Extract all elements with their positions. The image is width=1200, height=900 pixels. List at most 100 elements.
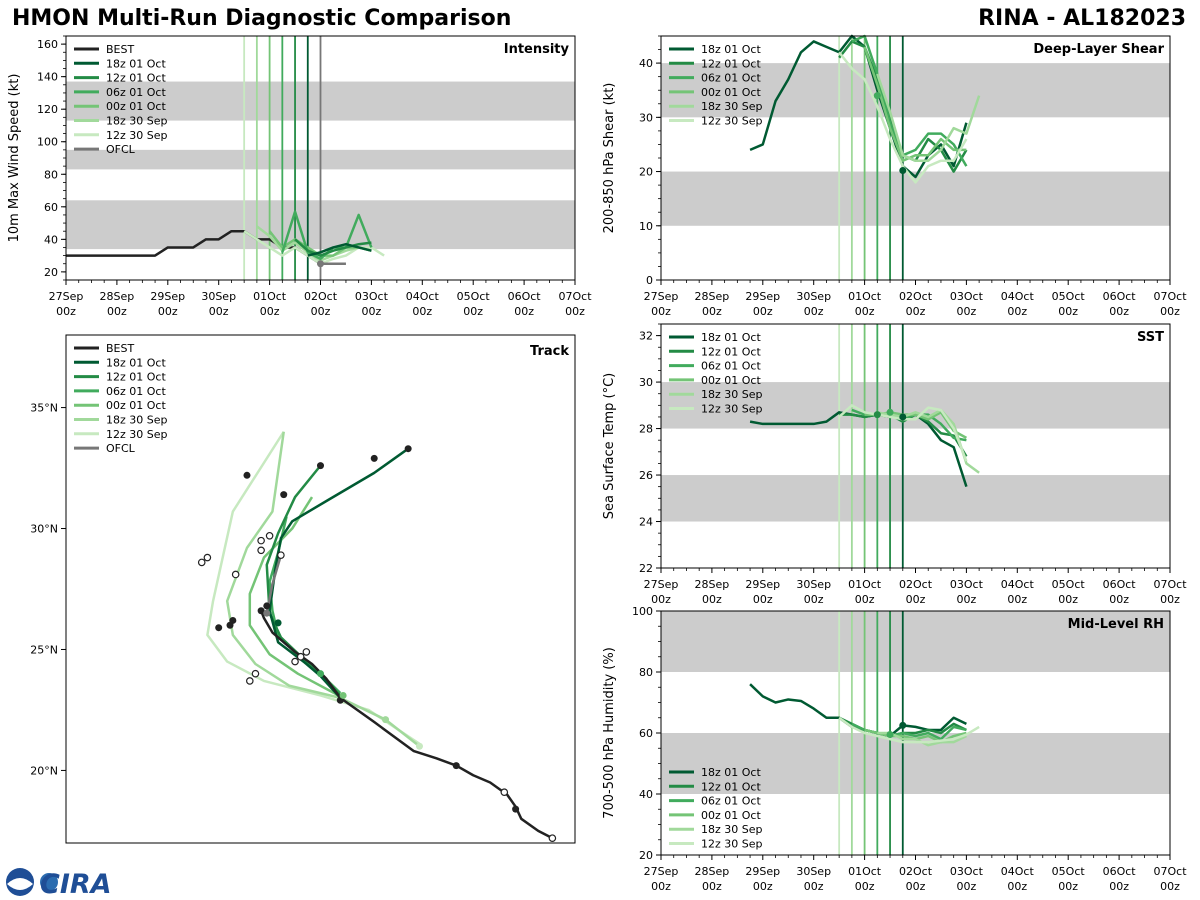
x-tick-label-hour: 00z [804, 305, 824, 318]
series-marker-06z-01-oct [886, 731, 894, 739]
legend-label-06z-01-oct: 06z 01 Oct [106, 385, 166, 398]
x-tick-label-hour: 00z [1109, 880, 1129, 893]
track-open-point [302, 648, 311, 656]
y-axis-label: 700-500 hPa Humidity (%) [602, 647, 617, 819]
x-tick-label-hour: 00z [753, 880, 773, 893]
track-point-best [512, 805, 520, 813]
track-open-point [231, 570, 240, 579]
x-tick-label-hour: 00z [1160, 593, 1180, 606]
y-tick-label: 24 [639, 516, 653, 529]
x-tick-label-hour: 00z [412, 305, 432, 318]
series-marker-18z-01-oct [899, 413, 907, 421]
x-tick-label-hour: 00z [56, 305, 76, 318]
y-axis-label: Sea Surface Temp (°C) [602, 373, 617, 520]
x-tick-label: 04Oct [1001, 290, 1035, 303]
series-line-12z-30-sep [838, 51, 968, 184]
x-tick-label-hour: 00z [957, 880, 977, 893]
legend-label-18z-30-sep: 18z 30 Sep [701, 388, 763, 401]
x-tick-label-hour: 00z [1007, 305, 1027, 318]
csu-globe-icon [40, 873, 58, 891]
track-point-06z-01-oct [317, 670, 324, 678]
x-tick-label-hour: 00z [906, 880, 926, 893]
series-line-18z-01-oct [307, 242, 372, 257]
legend-label-00z-01-oct: 00z 01 Oct [701, 374, 761, 387]
legend-label-best: BEST [106, 43, 134, 56]
x-tick-label: 05Oct [457, 290, 491, 303]
chart-title: HMON Multi-Run Diagnostic Comparison [12, 6, 512, 31]
legend-label-18z-01-oct: 18z 01 Oct [701, 331, 761, 344]
legend-label-00z-01-oct: 00z 01 Oct [106, 100, 166, 113]
x-tick-label-hour: 00z [702, 880, 722, 893]
map-background [66, 335, 575, 843]
y-tick-label: 0 [646, 274, 653, 287]
track-open-point [251, 669, 260, 678]
x-tick-label-hour: 00z [855, 593, 875, 606]
x-tick-label: 06Oct [1103, 865, 1137, 878]
series-marker-06z-01-oct [886, 408, 894, 416]
threshold-band [661, 475, 1170, 522]
x-tick-label: 01Oct [848, 865, 882, 878]
series-marker-12z-01-oct [873, 411, 881, 419]
x-tick-label-hour: 00z [804, 880, 824, 893]
x-tick-label-hour: 00z [753, 305, 773, 318]
x-tick-label-hour: 00z [1058, 305, 1078, 318]
threshold-band [661, 611, 1170, 672]
track-open-point [548, 834, 557, 842]
legend-label-18z-30-sep: 18z 30 Sep [701, 823, 763, 836]
panel-title: Track [530, 344, 569, 359]
x-tick-label: 29Sep [745, 578, 780, 591]
logo-text: CIRA [40, 869, 112, 900]
series-line-12z-30-sep [838, 716, 980, 744]
legend-label-12z-30-sep: 12z 30 Sep [106, 129, 168, 142]
legend-label-00z-01-oct: 00z 01 Oct [701, 809, 761, 822]
threshold-band [661, 171, 1170, 226]
intensity-panel: 20 40 60 80 100 120 140 160 27Sep 00z 28Sep 00z 29Se… [7, 35, 592, 318]
x-tick-label: 30Sep [796, 290, 831, 303]
track-open-point [265, 531, 274, 540]
y-tick-label: 100 [37, 136, 58, 149]
track-point-best [263, 602, 271, 610]
track-line-18z-30-sep [225, 431, 421, 748]
y-tick-label: 160 [37, 38, 58, 51]
legend-label-best: BEST [106, 342, 134, 355]
track-point-18z-30-sep [382, 716, 390, 724]
lat-tick-label: 25°N [30, 643, 58, 656]
x-tick-label-hour: 00z [565, 305, 585, 318]
x-tick-label-hour: 00z [209, 305, 229, 318]
x-tick-label: 06Oct [1103, 290, 1137, 303]
legend-label-06z-01-oct: 06z 01 Oct [701, 360, 761, 373]
y-tick-label: 20 [44, 266, 58, 279]
legend-label-12z-01-oct: 12z 01 Oct [701, 345, 761, 358]
track-open-point [296, 652, 305, 661]
track-open-point [246, 677, 254, 685]
x-tick-label: 07Oct [558, 290, 592, 303]
legend-label-06z-01-oct: 06z 01 Oct [701, 795, 761, 808]
x-tick-label: 02Oct [899, 578, 933, 591]
x-tick-label: 07Oct [1153, 578, 1187, 591]
y-tick-label: 60 [639, 727, 653, 740]
x-tick-label: 07Oct [1153, 865, 1187, 878]
y-tick-label: 120 [37, 103, 58, 116]
panel-title: Mid-Level RH [1068, 617, 1164, 632]
legend-label-18z-01-oct: 18z 01 Oct [106, 57, 166, 70]
y-tick-label: 30 [639, 376, 653, 389]
x-tick-label-hour: 00z [906, 305, 926, 318]
x-tick-label-hour: 00z [702, 593, 722, 606]
x-tick-label: 05Oct [1052, 865, 1086, 878]
x-tick-label-hour: 00z [702, 305, 722, 318]
x-tick-label: 04Oct [1001, 578, 1035, 591]
x-tick-label: 30Sep [796, 578, 831, 591]
threshold-band [661, 63, 1170, 118]
x-tick-label-hour: 00z [651, 305, 671, 318]
x-tick-label-hour: 00z [1160, 880, 1180, 893]
x-tick-label: 03Oct [355, 290, 389, 303]
legend-label-18z-30-sep: 18z 30 Sep [106, 414, 168, 427]
x-tick-label: 28Sep [695, 865, 730, 878]
track-open-point [277, 551, 285, 559]
y-axis-label: 200-850 hPa Shear (kt) [602, 83, 617, 234]
track-point-ofcl [263, 609, 271, 617]
track-point-best [243, 471, 251, 479]
x-tick-label-hour: 00z [1058, 880, 1078, 893]
